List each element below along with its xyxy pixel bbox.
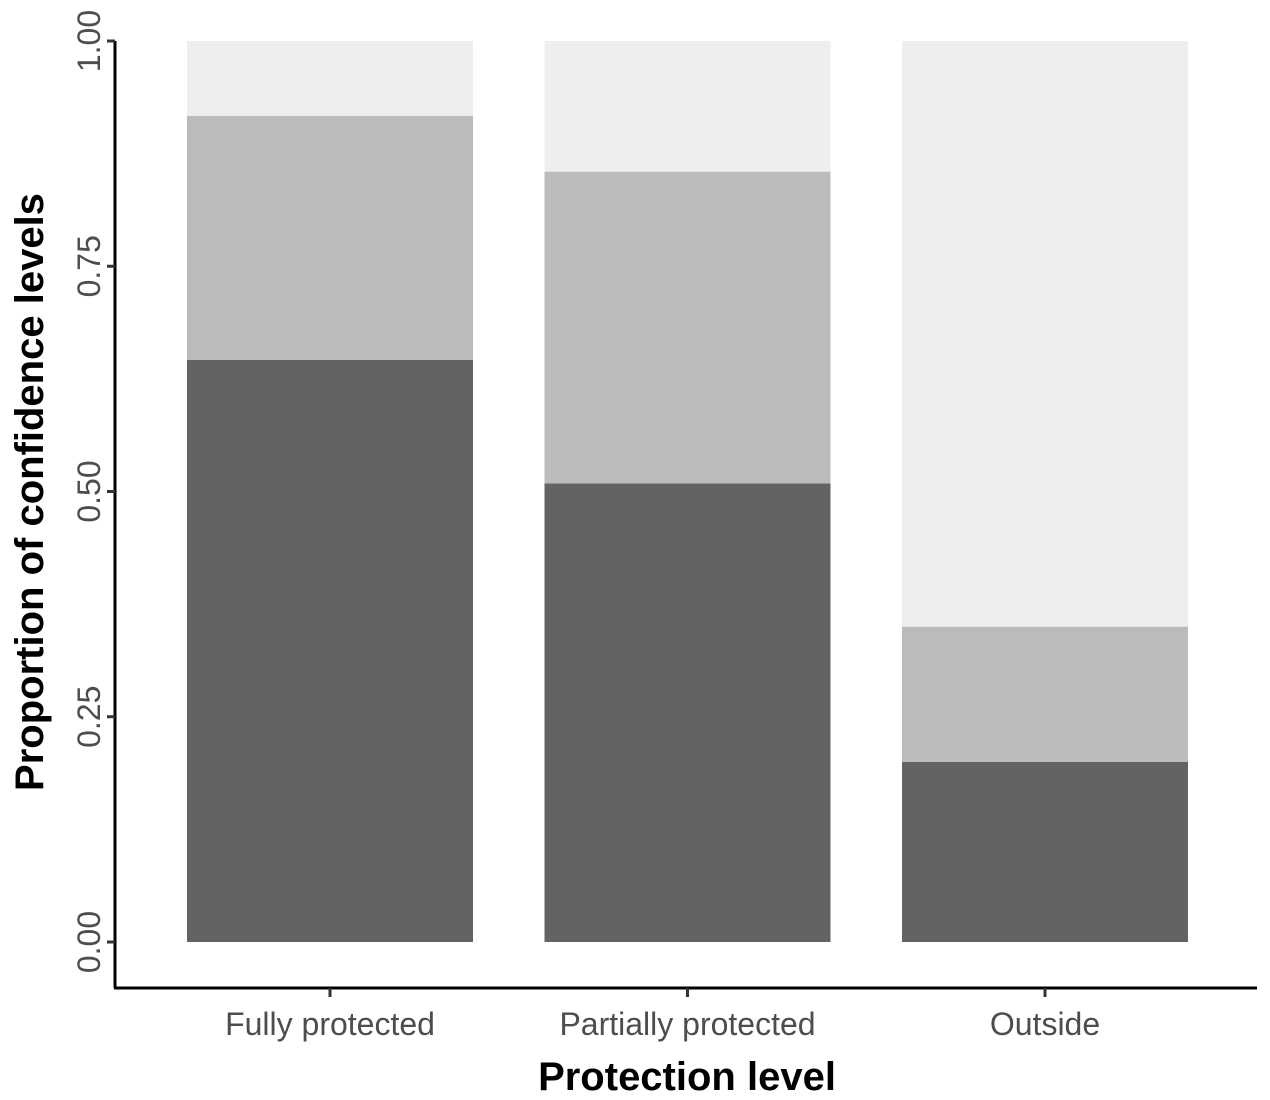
y-tick-label: 0.75 xyxy=(71,235,107,297)
bars-layer xyxy=(187,41,1188,943)
bar-segment-2-outside xyxy=(902,626,1188,762)
bar-segment-1-fully-protected xyxy=(187,359,473,943)
y-tick-label: 0.25 xyxy=(71,686,107,748)
y-axis-ticks: 0.00 0.25 0.50 0.75 1.00 xyxy=(71,10,115,973)
bar-segment-1-outside xyxy=(902,761,1188,942)
bar-segment-3-partially-protected xyxy=(544,41,831,172)
x-axis-ticks: Fully protected Partially protected Outsid… xyxy=(225,988,1100,1042)
bar-segment-2-fully-protected xyxy=(187,115,473,360)
y-tick-label: 0.50 xyxy=(71,460,107,522)
x-tick-label: Partially protected xyxy=(559,1006,815,1042)
bar-segment-1-partially-protected xyxy=(544,483,831,942)
x-tick-label: Fully protected xyxy=(225,1006,435,1042)
x-axis-title: Protection level xyxy=(538,1055,836,1099)
bar-segment-2-partially-protected xyxy=(544,171,831,484)
x-tick-label: Outside xyxy=(990,1006,1100,1042)
y-axis-title: Proportion of confidence levels xyxy=(8,193,52,791)
y-tick-label: 1.00 xyxy=(71,10,107,72)
bar-segment-3-outside xyxy=(902,41,1188,627)
bar-segment-3-fully-protected xyxy=(187,41,473,116)
y-tick-label: 0.00 xyxy=(71,911,107,973)
